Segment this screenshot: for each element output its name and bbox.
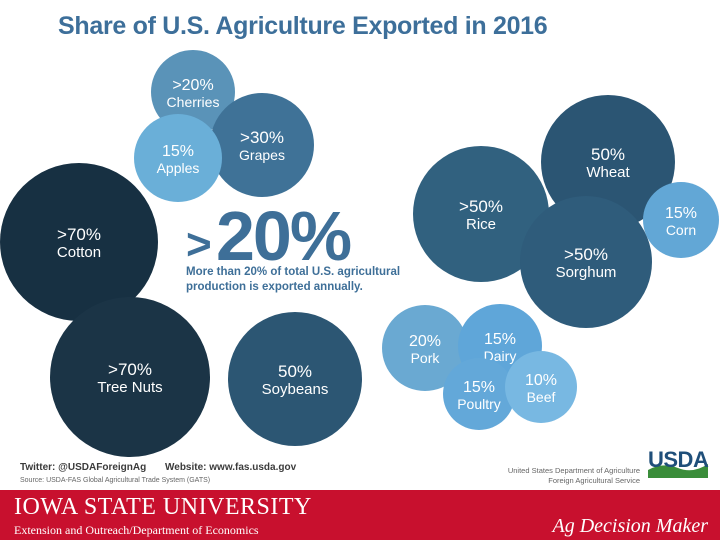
bubble-tree-nuts — [50, 297, 210, 457]
bubble-label-apples: Apples — [157, 160, 200, 176]
bubble-pct-pork: 20% — [409, 333, 441, 350]
brand-name: Ag Decision Maker — [552, 515, 708, 537]
source-note: Source: USDA-FAS Global Agricultural Tra… — [20, 477, 211, 484]
bubble-label-tree-nuts: Tree Nuts — [97, 379, 162, 396]
website-link: Website: www.fas.usda.gov — [165, 462, 297, 473]
bubble-pct-dairy: 15% — [484, 331, 516, 348]
bubble-label-corn: Corn — [666, 222, 696, 238]
bubble-pct-grapes: >30% — [240, 128, 284, 147]
footer-bar — [0, 490, 720, 540]
university-name: IOWA STATE UNIVERSITY — [14, 494, 312, 520]
bubble-pct-apples: 15% — [162, 143, 194, 160]
usda-department: United States Department of Agriculture … — [508, 466, 640, 486]
bubble-cotton — [0, 163, 158, 321]
usda-wordmark: USDA — [648, 447, 709, 472]
bubble-pct-soybeans: 50% — [278, 362, 312, 381]
bubble-label-pork: Pork — [411, 350, 441, 366]
extension-line: Extension and Outreach/Department of Eco… — [14, 523, 259, 537]
bubble-pct-rice: >50% — [459, 197, 503, 216]
bubble-label-grapes: Grapes — [239, 147, 285, 163]
bubble-label-dairy: Dairy — [484, 348, 517, 364]
bubble-poultry — [443, 358, 515, 430]
bubble-cherries — [151, 50, 235, 134]
bubble-pct-cotton: >70% — [57, 225, 101, 244]
bubble-label-cherries: Cherries — [167, 94, 220, 110]
bubble-beef — [505, 351, 577, 423]
bubble-label-cotton: Cotton — [57, 244, 101, 261]
bubble-chart: >20%Cherries>30%Grapes15%Apples>70%Cotto… — [0, 50, 719, 457]
bubble-sorghum — [520, 196, 652, 328]
bubble-soybeans — [228, 312, 362, 446]
bubble-corn — [643, 182, 719, 258]
bubble-pct-beef: 10% — [525, 372, 557, 389]
bubble-label-beef: Beef — [527, 389, 556, 405]
center-description: More than 20% of total U.S. agricultural… — [186, 266, 401, 293]
bubble-label-poultry: Poultry — [457, 396, 501, 412]
bubble-label-wheat: Wheat — [586, 164, 630, 181]
bubble-pct-sorghum: >50% — [564, 245, 608, 264]
center-symbol: > — [186, 220, 212, 269]
twitter-handle: Twitter: @USDAForeignAg — [20, 462, 147, 473]
bubble-rice — [413, 146, 549, 282]
bubble-apples — [134, 114, 222, 202]
bubble-pct-cherries: >20% — [172, 77, 213, 94]
bubble-grapes — [210, 93, 314, 197]
bubble-pct-corn: 15% — [665, 205, 697, 222]
bubble-wheat — [541, 95, 675, 229]
chart-title: Share of U.S. Agriculture Exported in 20… — [58, 12, 548, 40]
dept-line1: United States Department of Agriculture — [507, 466, 640, 475]
bubble-pct-tree-nuts: >70% — [108, 360, 152, 379]
usda-logo-icon — [648, 464, 708, 478]
bubble-pork — [382, 305, 468, 391]
bubble-pct-poultry: 15% — [463, 379, 495, 396]
bubble-label-sorghum: Sorghum — [556, 264, 617, 281]
bubble-pct-wheat: 50% — [591, 145, 625, 164]
bubble-label-soybeans: Soybeans — [262, 381, 329, 398]
dept-line2: Foreign Agricultural Service — [548, 476, 640, 485]
bubble-label-rice: Rice — [466, 216, 496, 233]
center-value: 20% — [216, 197, 352, 275]
